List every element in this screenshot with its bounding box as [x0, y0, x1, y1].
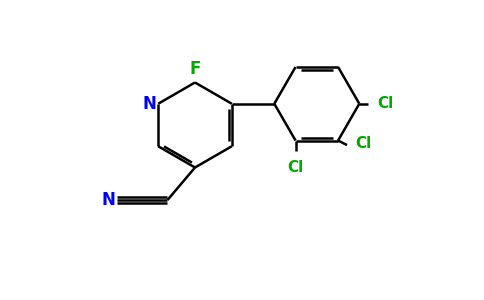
Text: N: N — [142, 95, 156, 113]
Text: Cl: Cl — [377, 96, 393, 111]
Text: Cl: Cl — [356, 136, 372, 151]
Text: Cl: Cl — [287, 160, 303, 175]
Text: N: N — [102, 191, 116, 209]
Text: F: F — [189, 59, 201, 77]
